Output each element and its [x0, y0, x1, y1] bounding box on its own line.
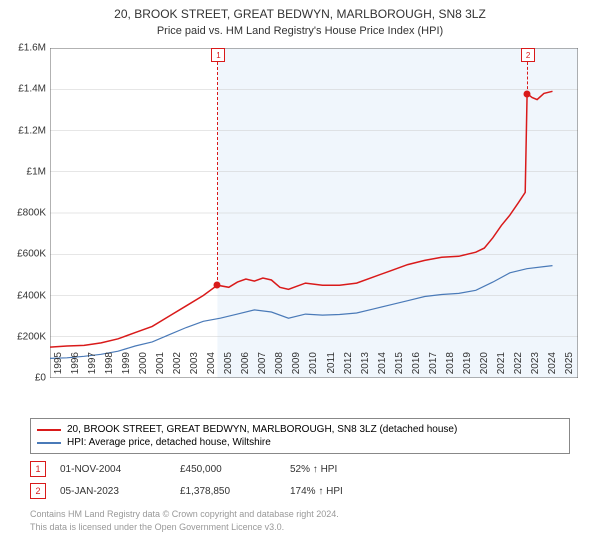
- x-tick-label: 1996: [70, 352, 81, 382]
- x-tick-label: 2018: [445, 352, 456, 382]
- x-tick-label: 2007: [257, 352, 268, 382]
- x-tick-label: 1999: [121, 352, 132, 382]
- y-tick-label: £1.2M: [6, 125, 46, 136]
- x-tick-label: 2015: [394, 352, 405, 382]
- x-tick-label: 2017: [428, 352, 439, 382]
- marker-table: 1 01-NOV-2004£450,00052% ↑ HPI 2 05-JAN-202…: [30, 458, 400, 502]
- chart-subtitle: Price paid vs. HM Land Registry's House …: [0, 23, 600, 37]
- x-tick-label: 2000: [138, 352, 149, 382]
- chart-container: 20, BROOK STREET, GREAT BEDWYN, MARLBORO…: [0, 0, 600, 560]
- marker-table-row: 2 05-JAN-2023£1,378,850174% ↑ HPI: [30, 480, 400, 502]
- chart-svg: [50, 48, 578, 378]
- marker-line: [217, 62, 218, 285]
- marker-date: 05-JAN-2023: [60, 486, 180, 497]
- x-tick-label: 1997: [87, 352, 98, 382]
- marker-date: 01-NOV-2004: [60, 464, 180, 475]
- x-tick-label: 2008: [274, 352, 285, 382]
- x-tick-label: 2009: [291, 352, 302, 382]
- chart-title: 20, BROOK STREET, GREAT BEDWYN, MARLBORO…: [0, 0, 600, 23]
- y-tick-label: £200K: [6, 331, 46, 342]
- legend-item: 20, BROOK STREET, GREAT BEDWYN, MARLBORO…: [37, 423, 563, 436]
- marker-table-row: 1 01-NOV-2004£450,00052% ↑ HPI: [30, 458, 400, 480]
- x-tick-label: 1998: [104, 352, 115, 382]
- y-tick-label: £1.4M: [6, 84, 46, 95]
- marker-id-badge: 1: [30, 461, 46, 477]
- x-tick-label: 2002: [172, 352, 183, 382]
- x-tick-label: 2021: [496, 352, 507, 382]
- marker-pct: 174% ↑ HPI: [290, 486, 400, 497]
- legend-item: HPI: Average price, detached house, Wilt…: [37, 436, 563, 449]
- y-tick-label: £1.6M: [6, 43, 46, 54]
- marker-badge: 1: [211, 48, 225, 62]
- marker-dot: [214, 282, 221, 289]
- x-tick-label: 2012: [343, 352, 354, 382]
- y-tick-label: £800K: [6, 208, 46, 219]
- footer-attribution: Contains HM Land Registry data © Crown c…: [30, 508, 339, 533]
- marker-price: £1,378,850: [180, 486, 290, 497]
- legend: 20, BROOK STREET, GREAT BEDWYN, MARLBORO…: [30, 418, 570, 454]
- x-tick-label: 2025: [564, 352, 575, 382]
- x-tick-label: 2023: [530, 352, 541, 382]
- marker-pct: 52% ↑ HPI: [290, 464, 400, 475]
- x-tick-label: 2010: [308, 352, 319, 382]
- x-tick-label: 2001: [155, 352, 166, 382]
- x-tick-label: 2011: [326, 352, 337, 382]
- chart-plot-area: £0£200K£400K£600K£800K£1M£1.2M£1.4M£1.6M…: [50, 48, 578, 378]
- x-tick-label: 2020: [479, 352, 490, 382]
- legend-swatch: [37, 429, 61, 431]
- marker-price: £450,000: [180, 464, 290, 475]
- x-tick-label: 1995: [53, 352, 64, 382]
- x-tick-label: 2003: [189, 352, 200, 382]
- marker-badge: 2: [521, 48, 535, 62]
- marker-dot: [524, 90, 531, 97]
- y-tick-label: £0: [6, 373, 46, 384]
- marker-id-badge: 2: [30, 483, 46, 499]
- y-tick-label: £400K: [6, 290, 46, 301]
- y-tick-label: £600K: [6, 249, 46, 260]
- footer-line: This data is licensed under the Open Gov…: [30, 521, 339, 534]
- x-tick-label: 2004: [206, 352, 217, 382]
- x-tick-label: 2016: [411, 352, 422, 382]
- footer-line: Contains HM Land Registry data © Crown c…: [30, 508, 339, 521]
- x-tick-label: 2006: [240, 352, 251, 382]
- y-tick-label: £1M: [6, 166, 46, 177]
- x-tick-label: 2013: [360, 352, 371, 382]
- marker-line: [527, 62, 528, 94]
- x-tick-label: 2022: [513, 352, 524, 382]
- x-tick-label: 2019: [462, 352, 473, 382]
- x-tick-label: 2024: [547, 352, 558, 382]
- legend-swatch: [37, 442, 61, 444]
- x-tick-label: 2014: [377, 352, 388, 382]
- legend-label: 20, BROOK STREET, GREAT BEDWYN, MARLBORO…: [67, 424, 457, 435]
- x-tick-label: 2005: [223, 352, 234, 382]
- legend-label: HPI: Average price, detached house, Wilt…: [67, 437, 271, 448]
